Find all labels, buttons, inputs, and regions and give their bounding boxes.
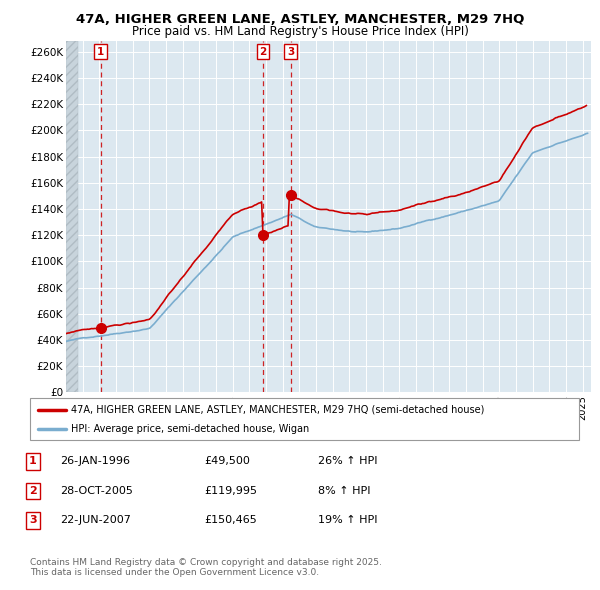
Text: 26% ↑ HPI: 26% ↑ HPI — [318, 457, 377, 466]
Text: 28-OCT-2005: 28-OCT-2005 — [60, 486, 133, 496]
Text: 47A, HIGHER GREEN LANE, ASTLEY, MANCHESTER, M29 7HQ: 47A, HIGHER GREEN LANE, ASTLEY, MANCHEST… — [76, 13, 524, 26]
Text: 2: 2 — [259, 47, 266, 57]
Text: 3: 3 — [29, 516, 37, 525]
Text: This data is licensed under the Open Government Licence v3.0.: This data is licensed under the Open Gov… — [30, 568, 319, 576]
Text: HPI: Average price, semi-detached house, Wigan: HPI: Average price, semi-detached house,… — [71, 424, 310, 434]
Text: 19% ↑ HPI: 19% ↑ HPI — [318, 516, 377, 525]
Text: £119,995: £119,995 — [204, 486, 257, 496]
Text: 1: 1 — [29, 457, 37, 466]
Text: 22-JUN-2007: 22-JUN-2007 — [60, 516, 131, 525]
Text: 8% ↑ HPI: 8% ↑ HPI — [318, 486, 371, 496]
Text: £49,500: £49,500 — [204, 457, 250, 466]
Text: Price paid vs. HM Land Registry's House Price Index (HPI): Price paid vs. HM Land Registry's House … — [131, 25, 469, 38]
Text: 3: 3 — [287, 47, 294, 57]
Text: 2: 2 — [29, 486, 37, 496]
Text: 26-JAN-1996: 26-JAN-1996 — [60, 457, 130, 466]
Text: 1: 1 — [97, 47, 104, 57]
Text: £150,465: £150,465 — [204, 516, 257, 525]
Text: Contains HM Land Registry data © Crown copyright and database right 2025.: Contains HM Land Registry data © Crown c… — [30, 558, 382, 566]
Text: 47A, HIGHER GREEN LANE, ASTLEY, MANCHESTER, M29 7HQ (semi-detached house): 47A, HIGHER GREEN LANE, ASTLEY, MANCHEST… — [71, 405, 485, 415]
